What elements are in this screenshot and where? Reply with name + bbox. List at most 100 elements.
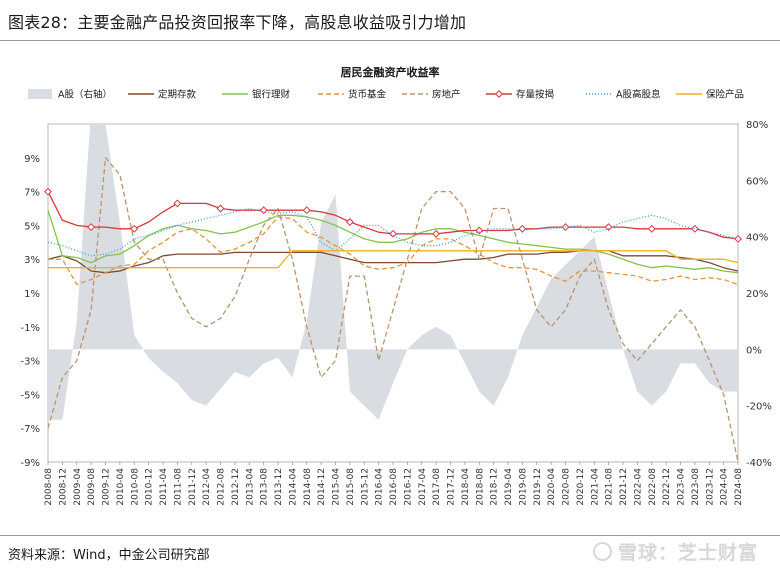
- x-tick-label: 2023-12: [705, 468, 715, 506]
- x-tick-label: 2018-12: [490, 468, 500, 506]
- plot-area: 9% 7% 5% 3% 1% -1% -3% -5% -7% -9% 80% 60% 40% 20% 0% -…: [21, 120, 772, 506]
- x-tick-label: 2011-08: [173, 468, 183, 506]
- legend-swatch-a-share: [28, 89, 52, 99]
- x-tick-label: 2021-12: [619, 468, 629, 506]
- series-point-5-24: [389, 229, 397, 238]
- x-tick-label: 2016-08: [389, 468, 399, 506]
- y-left-tick-label: -9%: [21, 458, 40, 469]
- legend-label: A股（右轴）: [58, 89, 112, 101]
- y-right-tick-label: 60%: [746, 176, 768, 187]
- x-tick-label: 2015-12: [360, 468, 370, 506]
- x-tick-label: 2020-08: [562, 468, 572, 506]
- x-tick-label: 2010-08: [130, 468, 140, 506]
- x-tick-label: 2022-04: [633, 468, 643, 506]
- x-tick-label: 2017-08: [432, 468, 442, 506]
- x-tick-label: 2015-04: [332, 468, 342, 506]
- x-tick-label: 2014-08: [303, 468, 313, 506]
- series-point-5-12: [216, 204, 225, 213]
- chart-legend: A股（右轴） 定期存款 银行理财 货币基金 房地产 存量按揭 A股高股息 保险产品: [28, 89, 744, 101]
- x-tick-label: 2009-04: [73, 468, 83, 506]
- y-right-tick-label: -40%: [746, 458, 772, 469]
- series-line-3: [48, 216, 738, 286]
- legend-label: 房地产: [432, 89, 461, 101]
- x-tick-label: 2011-12: [188, 468, 198, 506]
- x-tick-label: 2019-12: [533, 468, 543, 506]
- y-left-tick-label: -3%: [21, 357, 40, 368]
- y-right-tick-label: -20%: [746, 402, 772, 413]
- x-tick-label: 2018-08: [475, 468, 485, 506]
- y-left-tick-label: 5%: [24, 221, 40, 232]
- series-point-5-6: [130, 224, 139, 233]
- series-point-5-0: [44, 187, 52, 196]
- bottom-divider: [0, 535, 780, 536]
- y-left-tick-label: 9%: [24, 154, 40, 165]
- x-tick-label: 2013-12: [274, 468, 284, 506]
- series-point-5-45: [690, 224, 699, 233]
- x-tick-label: 2012-04: [202, 468, 212, 506]
- y-left-tick-label: -1%: [21, 323, 40, 334]
- x-tick-label: 2008-08: [44, 468, 54, 506]
- series-point-5-18: [302, 206, 311, 215]
- x-tick-label: 2009-12: [102, 468, 112, 506]
- watermark-text: 雪球：芝士财富: [617, 542, 758, 564]
- x-tick-label: 2017-12: [447, 468, 457, 506]
- figure-title: 图表28：主要金融产品投资回报率下降，高股息收益吸引力增加: [8, 13, 467, 32]
- series-point-5-48: [734, 234, 742, 243]
- x-tick-label: 2017-04: [418, 468, 428, 506]
- x-tick-label: 2022-12: [662, 468, 672, 506]
- legend-label: 存量按揭: [516, 89, 554, 101]
- x-tick-label: 2011-04: [159, 468, 169, 506]
- legend-label: 保险产品: [706, 89, 744, 101]
- x-tick-label: 2016-04: [375, 468, 385, 506]
- series-area-a-share-0: [48, 124, 738, 420]
- plot-frame: [47, 123, 739, 463]
- series-point-5-30: [475, 226, 484, 235]
- x-tick-label: 2014-04: [288, 468, 298, 506]
- x-tick-label: 2019-04: [504, 468, 514, 506]
- x-tick-label: 2012-12: [231, 468, 241, 506]
- x-tick-label: 2024-08: [734, 468, 744, 506]
- series-point-5-33: [518, 224, 527, 233]
- legend-label: 银行理财: [252, 89, 291, 101]
- chart-title: 居民金融资产收益率: [341, 65, 440, 79]
- returns-chart: 居民金融资产收益率 A股（右轴） 定期存款 银行理财 货币基金 房地产 存量按揭 A股高股息…: [21, 65, 772, 506]
- y-left-tick-label: 1%: [24, 289, 40, 300]
- x-tick-label: 2013-04: [245, 468, 255, 506]
- snowball-logo-icon: [592, 542, 612, 561]
- legend-marker: [495, 90, 503, 98]
- x-tick-label: 2023-08: [691, 468, 701, 506]
- y-right-tick-label: 80%: [746, 120, 768, 131]
- series-point-5-3: [87, 223, 96, 232]
- x-tick-label: 2010-04: [116, 468, 126, 506]
- y-right-tick-label: 20%: [746, 289, 768, 300]
- y-left-tick-label: -7%: [21, 424, 40, 435]
- series-point-5-42: [647, 224, 656, 233]
- y-left-tick-label: 7%: [24, 188, 40, 199]
- x-tick-label: 2010-12: [145, 468, 155, 506]
- legend-label: A股高股息: [616, 89, 661, 101]
- x-tick-label: 2021-08: [605, 468, 615, 506]
- x-tick-label: 2016-12: [403, 468, 413, 506]
- watermark: 雪球：芝士财富: [592, 538, 758, 565]
- x-tick-label: 2018-04: [461, 468, 471, 506]
- series-point-5-39: [604, 223, 613, 232]
- y-left-tick-label: 3%: [24, 255, 40, 266]
- y-left-tick-label: -5%: [21, 390, 40, 401]
- legend-label: 货币基金: [348, 89, 387, 101]
- x-tick-label: 2024-04: [720, 468, 730, 506]
- y-right-tick-label: 0%: [746, 345, 762, 356]
- source-note: 资料来源：Wind，中金公司研究部: [8, 548, 210, 563]
- series-line-1: [48, 250, 738, 274]
- x-tick-label: 2012-08: [217, 468, 227, 506]
- x-tick-label: 2008-12: [58, 468, 68, 506]
- x-tick-label: 2020-04: [547, 468, 557, 506]
- x-tick-label: 2022-08: [648, 468, 658, 506]
- y-right-tick-label: 40%: [746, 233, 768, 244]
- x-tick-label: 2021-04: [590, 468, 600, 506]
- x-tick-label: 2013-08: [260, 468, 270, 506]
- x-tick-label: 2014-12: [317, 468, 327, 506]
- top-divider: [0, 40, 780, 41]
- x-tick-label: 2019-08: [518, 468, 528, 506]
- x-tick-label: 2009-08: [87, 468, 97, 506]
- series-line-7: [48, 250, 738, 269]
